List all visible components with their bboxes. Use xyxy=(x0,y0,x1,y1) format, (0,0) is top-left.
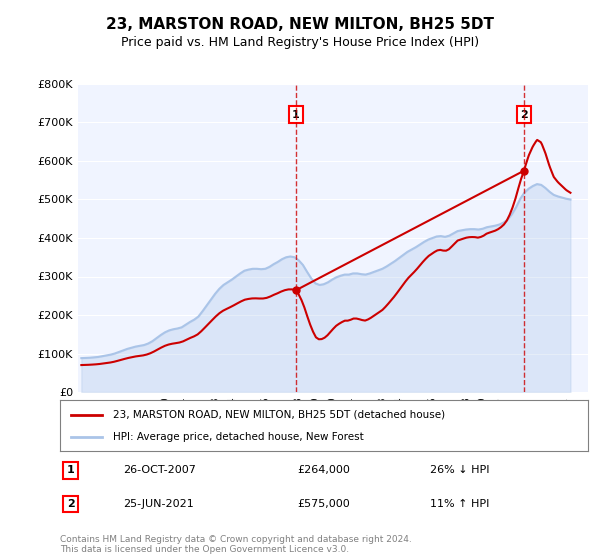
Text: Contains HM Land Registry data © Crown copyright and database right 2024.
This d: Contains HM Land Registry data © Crown c… xyxy=(60,535,412,554)
Text: 26% ↓ HPI: 26% ↓ HPI xyxy=(430,465,489,475)
Text: 23, MARSTON ROAD, NEW MILTON, BH25 5DT (detached house): 23, MARSTON ROAD, NEW MILTON, BH25 5DT (… xyxy=(113,409,445,419)
Text: 1: 1 xyxy=(292,110,299,120)
Text: HPI: Average price, detached house, New Forest: HPI: Average price, detached house, New … xyxy=(113,432,364,442)
Text: 11% ↑ HPI: 11% ↑ HPI xyxy=(430,499,489,509)
Text: 23, MARSTON ROAD, NEW MILTON, BH25 5DT: 23, MARSTON ROAD, NEW MILTON, BH25 5DT xyxy=(106,17,494,32)
Text: £264,000: £264,000 xyxy=(298,465,350,475)
Text: £575,000: £575,000 xyxy=(298,499,350,509)
Text: Price paid vs. HM Land Registry's House Price Index (HPI): Price paid vs. HM Land Registry's House … xyxy=(121,36,479,49)
Text: 2: 2 xyxy=(520,110,528,120)
Text: 1: 1 xyxy=(67,465,74,475)
Point xyxy=(291,286,301,295)
Text: 26-OCT-2007: 26-OCT-2007 xyxy=(124,465,196,475)
Point xyxy=(520,166,529,175)
Text: 25-JUN-2021: 25-JUN-2021 xyxy=(124,499,194,509)
Text: 2: 2 xyxy=(67,499,74,509)
